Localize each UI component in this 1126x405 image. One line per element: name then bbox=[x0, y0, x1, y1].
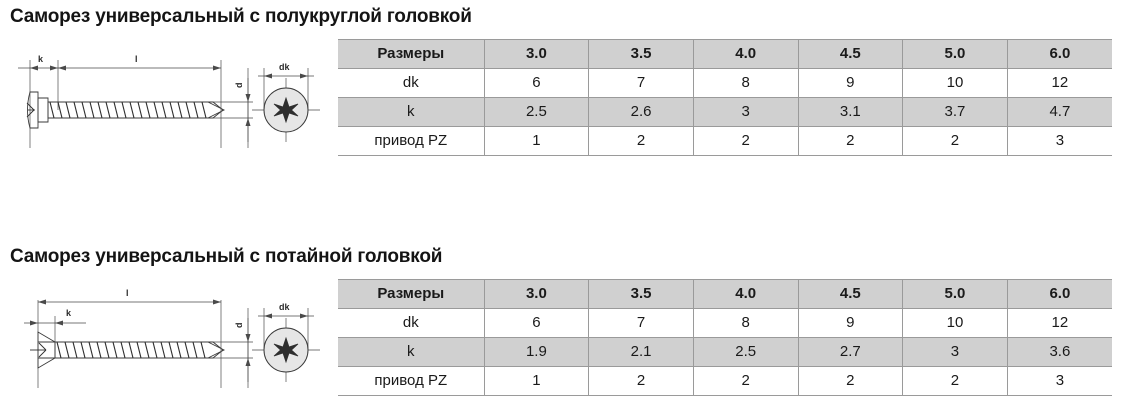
cell-drive-3-0: 1 bbox=[483, 126, 590, 156]
cell-k-4-5: 3.1 bbox=[797, 97, 904, 127]
cell-k-6-0: 3.6 bbox=[1006, 337, 1112, 367]
table-row-dk: dk 6 7 8 9 10 12 bbox=[338, 308, 1112, 338]
cell-k-3-5: 2.1 bbox=[588, 337, 694, 367]
cell-dk-3-0: 6 bbox=[483, 68, 590, 98]
cell-k-4-5: 2.7 bbox=[797, 337, 904, 367]
cell-drive-4-5: 2 bbox=[797, 366, 904, 396]
cell-dk-4-5: 9 bbox=[797, 68, 904, 98]
column-header-6-0: 6.0 bbox=[1006, 279, 1112, 309]
column-header-5-0: 5.0 bbox=[902, 279, 1008, 309]
column-header-4-5: 4.5 bbox=[797, 39, 904, 69]
column-header-4-5: 4.5 bbox=[797, 279, 904, 309]
cell-dk-4-0: 8 bbox=[692, 68, 799, 98]
cell-dk-3-0: 6 bbox=[483, 308, 590, 338]
cell-dk-3-5: 7 bbox=[588, 308, 694, 338]
table-row-k: k 2.5 2.6 3 3.1 3.7 4.7 bbox=[338, 97, 1112, 127]
row-label-drive: привод PZ bbox=[338, 366, 485, 396]
cell-dk-6-0: 12 bbox=[1006, 68, 1112, 98]
row-label-drive: привод PZ bbox=[338, 126, 485, 156]
screw-body-pan bbox=[26, 91, 226, 129]
cell-drive-6-0: 3 bbox=[1006, 126, 1112, 156]
column-header-sizes: Размеры bbox=[338, 39, 485, 69]
spec-table-pan-head: Размеры 3.0 3.5 4.0 4.5 5.0 6.0 dk 6 7 8… bbox=[338, 39, 1112, 156]
cell-drive-4-0: 2 bbox=[692, 366, 799, 396]
row-label-dk: dk bbox=[338, 308, 485, 338]
screw-body-countersunk bbox=[30, 331, 226, 369]
table-header-row: Размеры 3.0 3.5 4.0 4.5 5.0 6.0 bbox=[338, 39, 1112, 69]
cell-k-3-5: 2.6 bbox=[588, 97, 694, 127]
cell-dk-5-0: 10 bbox=[902, 68, 1008, 98]
table-row-drive: привод PZ 1 2 2 2 2 3 bbox=[338, 366, 1112, 396]
cell-dk-5-0: 10 bbox=[902, 308, 1008, 338]
cell-drive-3-5: 2 bbox=[588, 126, 694, 156]
dim-label-d: d bbox=[234, 83, 244, 89]
dim-label-k: k bbox=[38, 54, 44, 64]
cell-drive-5-0: 2 bbox=[902, 366, 1008, 396]
diagram-countersunk-drive-view: dk bbox=[238, 288, 333, 388]
page-title-pan-head: Саморез универсальный с полукруглой голо… bbox=[10, 6, 472, 27]
dim-label-d: d bbox=[234, 323, 244, 329]
column-header-3-5: 3.5 bbox=[588, 39, 694, 69]
dim-label-dk: dk bbox=[279, 62, 290, 72]
column-header-6-0: 6.0 bbox=[1006, 39, 1112, 69]
column-header-3-5: 3.5 bbox=[588, 279, 694, 309]
cell-k-5-0: 3 bbox=[902, 337, 1008, 367]
cell-k-4-0: 3 bbox=[692, 97, 799, 127]
cell-dk-4-0: 8 bbox=[692, 308, 799, 338]
cell-drive-6-0: 3 bbox=[1006, 366, 1112, 396]
column-header-3-0: 3.0 bbox=[483, 279, 590, 309]
table-header-row: Размеры 3.0 3.5 4.0 4.5 5.0 6.0 bbox=[338, 279, 1112, 309]
spec-table-countersunk-head: Размеры 3.0 3.5 4.0 4.5 5.0 6.0 dk 6 7 8… bbox=[338, 279, 1112, 396]
cell-dk-4-5: 9 bbox=[797, 308, 904, 338]
row-label-dk: dk bbox=[338, 68, 485, 98]
dim-label-dk: dk bbox=[279, 302, 290, 312]
cell-drive-4-5: 2 bbox=[797, 126, 904, 156]
dim-label-k: k bbox=[66, 308, 72, 318]
cell-drive-3-0: 1 bbox=[483, 366, 590, 396]
dim-label-l: l bbox=[135, 54, 138, 64]
row-label-k: k bbox=[338, 337, 485, 367]
cell-dk-6-0: 12 bbox=[1006, 308, 1112, 338]
row-label-k: k bbox=[338, 97, 485, 127]
page-title-countersunk-head: Саморез универсальный с потайной головко… bbox=[10, 246, 443, 267]
cell-k-3-0: 1.9 bbox=[483, 337, 590, 367]
cell-k-3-0: 2.5 bbox=[483, 97, 590, 127]
diagram-pan-head-screw: k l d bbox=[8, 40, 333, 165]
cell-drive-4-0: 2 bbox=[692, 126, 799, 156]
table-row-dk: dk 6 7 8 9 10 12 bbox=[338, 68, 1112, 98]
table-row-k: k 1.9 2.1 2.5 2.7 3 3.6 bbox=[338, 337, 1112, 367]
table-row-drive: привод PZ 1 2 2 2 2 3 bbox=[338, 126, 1112, 156]
cell-k-6-0: 4.7 bbox=[1006, 97, 1112, 127]
column-header-sizes: Размеры bbox=[338, 279, 485, 309]
column-header-3-0: 3.0 bbox=[483, 39, 590, 69]
pozidriv-drive-icon bbox=[273, 96, 299, 124]
pozidriv-drive-icon bbox=[273, 336, 299, 364]
dim-label-l: l bbox=[126, 288, 129, 298]
column-header-4-0: 4.0 bbox=[692, 279, 799, 309]
diagram-countersunk-head-screw: l k d bbox=[8, 280, 333, 405]
cell-drive-5-0: 2 bbox=[902, 126, 1008, 156]
column-header-5-0: 5.0 bbox=[902, 39, 1008, 69]
diagram-pan-head-drive-view: dk bbox=[238, 48, 333, 148]
cell-k-5-0: 3.7 bbox=[902, 97, 1008, 127]
cell-drive-3-5: 2 bbox=[588, 366, 694, 396]
cell-k-4-0: 2.5 bbox=[692, 337, 799, 367]
column-header-4-0: 4.0 bbox=[692, 39, 799, 69]
cell-dk-3-5: 7 bbox=[588, 68, 694, 98]
